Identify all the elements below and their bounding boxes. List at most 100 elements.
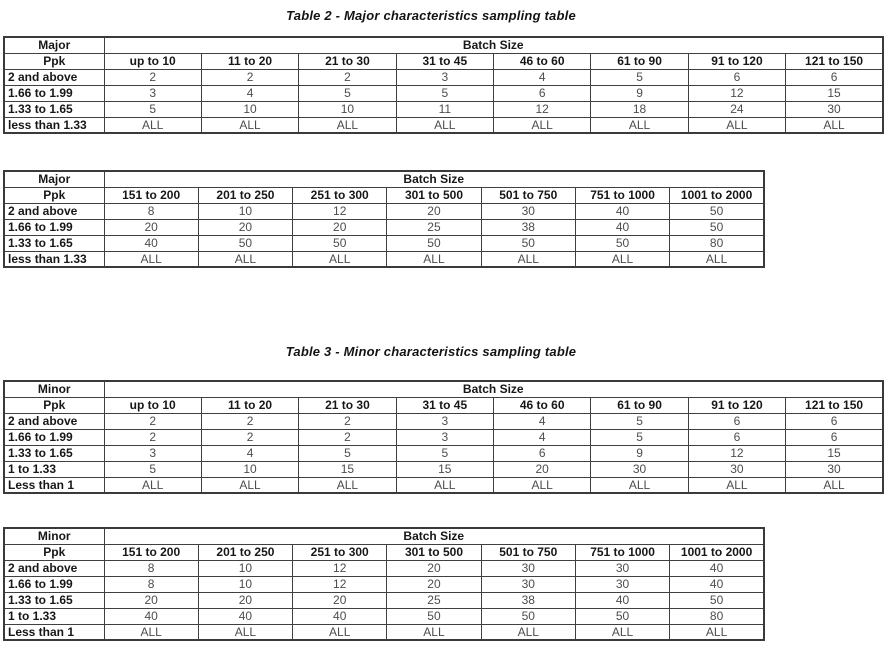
table-row: 2 and above 2 2 2 3 4 5 6 6 <box>3 68 884 86</box>
value-cell: ALL <box>200 476 300 494</box>
value-cell: 50 <box>669 202 765 220</box>
column-header: 1001 to 2000 <box>669 543 765 561</box>
value-cell: 30 <box>480 575 576 593</box>
row-label: 1 to 1.33 <box>3 607 105 625</box>
value-cell: 50 <box>574 607 671 625</box>
value-cell: ALL <box>687 116 787 134</box>
value-cell: 30 <box>480 202 576 220</box>
value-cell: 5 <box>298 444 397 462</box>
value-cell: 2 <box>103 68 202 86</box>
column-header: 201 to 250 <box>197 543 294 561</box>
table-row: 1 to 1.33 40 40 40 50 50 50 80 <box>3 607 765 625</box>
value-cell: 3 <box>395 412 495 430</box>
column-header: 11 to 20 <box>200 52 300 70</box>
value-cell: ALL <box>200 116 300 134</box>
value-cell: 10 <box>200 460 300 478</box>
value-cell: 10 <box>200 100 300 118</box>
value-cell: 2 <box>298 412 397 430</box>
table-row: less than 1.33 ALL ALL ALL ALL ALL ALL ALL ALL <box>3 116 884 134</box>
value-cell: ALL <box>292 250 388 268</box>
ppk-header: Ppk <box>3 52 105 70</box>
value-cell: 5 <box>590 428 689 446</box>
value-cell: ALL <box>669 623 765 641</box>
value-cell: 38 <box>480 218 576 236</box>
value-cell: 8 <box>103 575 199 593</box>
column-header: 501 to 750 <box>480 186 576 204</box>
value-cell: 40 <box>574 591 671 609</box>
table-row: 1.66 to 1.99 20 20 20 25 38 40 50 <box>3 218 765 236</box>
value-cell: ALL <box>590 116 689 134</box>
value-cell: ALL <box>292 623 388 641</box>
value-cell: 15 <box>395 460 495 478</box>
column-header: 46 to 60 <box>492 396 592 414</box>
value-cell: ALL <box>395 116 495 134</box>
value-cell: ALL <box>103 116 202 134</box>
row-label: Less than 1 <box>3 623 105 641</box>
batch-size-header: Batch Size <box>103 170 765 188</box>
value-cell: 40 <box>103 607 199 625</box>
value-cell: 10 <box>197 575 294 593</box>
value-cell: 12 <box>292 202 388 220</box>
table-header-row: Major Batch Size <box>3 170 765 188</box>
table-2-title: Table 2 - Major characteristics sampling… <box>286 8 576 23</box>
table-row: Less than 1 ALL ALL ALL ALL ALL ALL ALL <box>3 623 765 641</box>
value-cell: 40 <box>103 234 199 252</box>
batch-size-header: Batch Size <box>103 36 884 54</box>
ppk-header: Ppk <box>3 543 105 561</box>
table-2-block-1: Major Batch Size Ppk up to 10 11 to 20 21 to … <box>3 36 884 135</box>
row-label: Less than 1 <box>3 476 105 494</box>
column-header-row: Ppk up to 10 11 to 20 21 to 30 31 to 45 46 to… <box>3 52 884 70</box>
value-cell: ALL <box>395 476 495 494</box>
value-cell: ALL <box>480 623 576 641</box>
value-cell: ALL <box>298 116 397 134</box>
column-header: 46 to 60 <box>492 52 592 70</box>
row-label: less than 1.33 <box>3 116 105 134</box>
value-cell: 8 <box>103 202 199 220</box>
value-cell: 12 <box>292 559 388 577</box>
value-cell: 50 <box>386 607 482 625</box>
column-header: 31 to 45 <box>395 396 495 414</box>
column-header: 251 to 300 <box>292 186 388 204</box>
value-cell: 30 <box>574 559 671 577</box>
column-header: 11 to 20 <box>200 396 300 414</box>
value-cell: 6 <box>785 428 884 446</box>
value-cell: ALL <box>298 476 397 494</box>
row-label: 1.33 to 1.65 <box>3 100 105 118</box>
value-cell: 40 <box>197 607 294 625</box>
table-header-row: Minor Batch Size <box>3 380 884 398</box>
value-cell: 6 <box>687 412 787 430</box>
column-header: 21 to 30 <box>298 396 397 414</box>
value-cell: 6 <box>687 68 787 86</box>
batch-size-header: Batch Size <box>103 527 765 545</box>
column-header: 61 to 90 <box>590 396 689 414</box>
value-cell: ALL <box>687 476 787 494</box>
value-cell: 5 <box>298 84 397 102</box>
column-header: 91 to 120 <box>687 52 787 70</box>
corner-label: Major <box>3 36 105 54</box>
value-cell: 3 <box>395 68 495 86</box>
value-cell: 50 <box>574 234 671 252</box>
value-cell: 10 <box>197 559 294 577</box>
value-cell: 24 <box>687 100 787 118</box>
table-row: 2 and above 8 10 12 20 30 40 50 <box>3 202 765 220</box>
value-cell: 18 <box>590 100 689 118</box>
value-cell: ALL <box>197 623 294 641</box>
column-header: 1001 to 2000 <box>669 186 765 204</box>
value-cell: 30 <box>590 460 689 478</box>
value-cell: 11 <box>395 100 495 118</box>
table-2-block-2: Major Batch Size Ppk 151 to 200 201 to 250 25… <box>3 170 765 269</box>
value-cell: 25 <box>386 591 482 609</box>
column-header: 121 to 150 <box>785 52 884 70</box>
value-cell: 15 <box>298 460 397 478</box>
value-cell: 20 <box>386 202 482 220</box>
row-label: 1.66 to 1.99 <box>3 575 105 593</box>
value-cell: 50 <box>480 607 576 625</box>
value-cell: 6 <box>492 84 592 102</box>
row-label: 1.66 to 1.99 <box>3 218 105 236</box>
value-cell: ALL <box>590 476 689 494</box>
table-row: 1.33 to 1.65 20 20 20 25 38 40 50 <box>3 591 765 609</box>
column-header: 751 to 1000 <box>574 543 671 561</box>
column-header: up to 10 <box>103 52 202 70</box>
value-cell: 4 <box>492 68 592 86</box>
column-header: 151 to 200 <box>103 186 199 204</box>
